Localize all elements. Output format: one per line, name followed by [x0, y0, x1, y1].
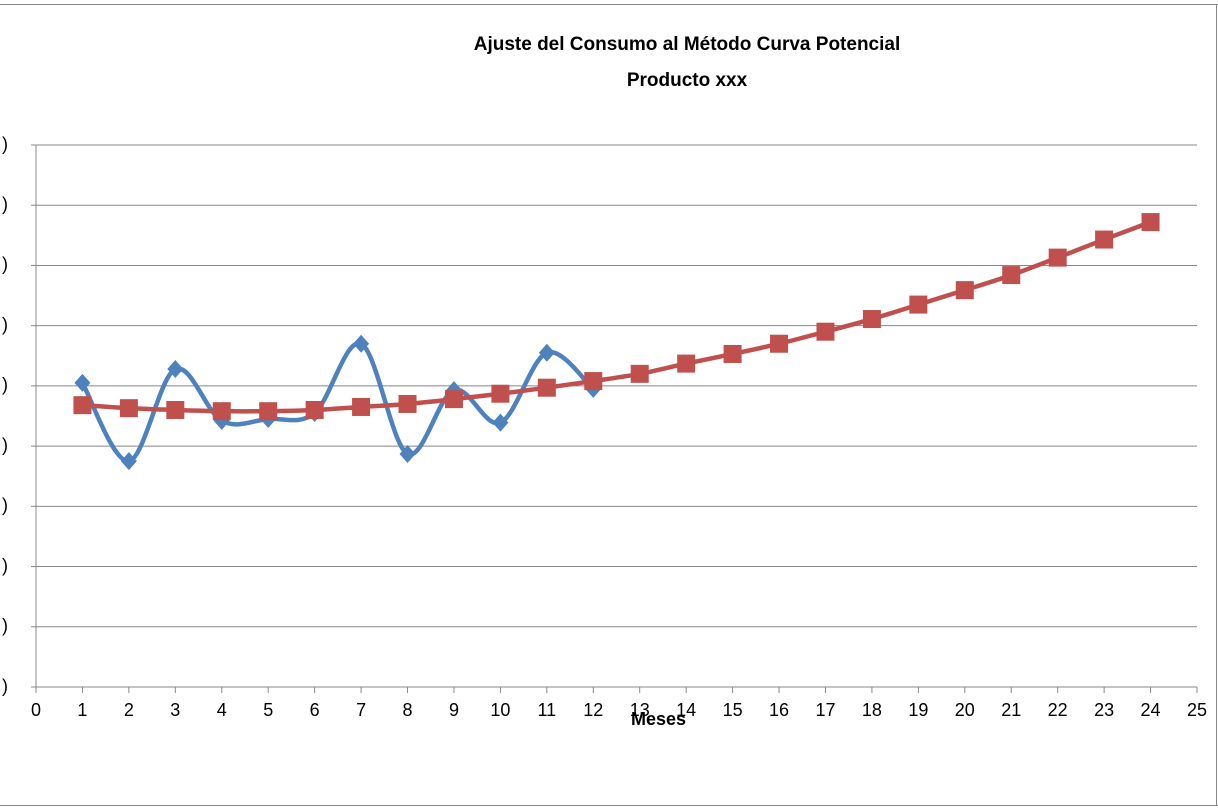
- y-tick-label: ): [2, 555, 8, 575]
- marker: [353, 334, 370, 353]
- x-tick-label: 1: [77, 700, 87, 720]
- marker: [259, 402, 278, 421]
- marker: [74, 373, 91, 392]
- y-tick-label: ): [2, 194, 8, 214]
- marker: [120, 452, 137, 471]
- y-tick-label: ): [2, 375, 8, 395]
- marker: [119, 399, 138, 418]
- marker: [677, 354, 696, 373]
- x-tick-label: 14: [676, 700, 696, 720]
- marker: [212, 402, 231, 421]
- x-tick-label: 17: [815, 700, 835, 720]
- chart-title: Ajuste del Consumo al Método Curva Poten…: [474, 34, 901, 55]
- marker: [723, 344, 742, 363]
- y-tick-label: ): [2, 435, 8, 455]
- y-tick-label: ): [2, 314, 8, 334]
- x-tick-label: 4: [217, 700, 227, 720]
- marker: [955, 281, 974, 300]
- marker: [584, 372, 603, 391]
- x-tick-label: 0: [31, 700, 41, 720]
- marker: [862, 310, 881, 329]
- y-tick-label: ): [2, 616, 8, 636]
- marker: [1141, 213, 1160, 232]
- x-tick-label: 3: [170, 700, 180, 720]
- y-tick-label: ): [2, 495, 8, 515]
- x-tick-label: 22: [1048, 700, 1068, 720]
- x-tick-label: 11: [537, 700, 556, 720]
- marker: [166, 400, 185, 419]
- y-tick-label: ): [2, 254, 8, 274]
- marker: [1002, 266, 1021, 285]
- x-tick-label: 10: [490, 700, 510, 720]
- series-line: [80, 341, 595, 464]
- marker: [1095, 230, 1114, 249]
- y-tick-label: ): [2, 676, 8, 696]
- x-tick-label: 13: [630, 700, 650, 720]
- x-tick-label: 24: [1141, 700, 1161, 720]
- x-tick-label: 9: [449, 700, 459, 720]
- marker: [492, 413, 509, 432]
- x-tick-label: 15: [723, 700, 743, 720]
- marker: [770, 334, 789, 353]
- marker: [167, 360, 184, 379]
- marker: [491, 384, 510, 403]
- marker: [909, 295, 928, 314]
- x-tick-label: 6: [310, 700, 320, 720]
- x-tick-label: 23: [1094, 700, 1114, 720]
- chart-subtitle: Producto xxx: [627, 70, 748, 91]
- x-tick-label: 16: [769, 700, 789, 720]
- x-tick-label: 21: [1001, 700, 1021, 720]
- series-line: [82, 219, 1152, 414]
- x-tick-label: 7: [356, 700, 366, 720]
- y-tick-label: ): [2, 134, 8, 154]
- marker: [444, 390, 463, 409]
- x-tick-label: 8: [403, 700, 413, 720]
- x-tick-label: 2: [124, 700, 134, 720]
- x-axis-label: Meses: [631, 709, 686, 729]
- marker: [305, 400, 324, 419]
- marker: [73, 396, 92, 415]
- x-tick-label: 20: [955, 700, 975, 720]
- marker: [1048, 248, 1067, 267]
- marker: [537, 378, 556, 397]
- marker: [352, 397, 371, 416]
- marker: [398, 394, 417, 413]
- marker: [630, 364, 649, 383]
- marker: [816, 322, 835, 341]
- x-tick-label: 12: [583, 700, 603, 720]
- x-tick-label: 18: [862, 700, 882, 720]
- marker: [538, 343, 555, 362]
- x-tick-label: 25: [1187, 700, 1207, 720]
- x-tick-label: 5: [263, 700, 273, 720]
- x-tick-label: 19: [908, 700, 928, 720]
- marker: [399, 444, 416, 463]
